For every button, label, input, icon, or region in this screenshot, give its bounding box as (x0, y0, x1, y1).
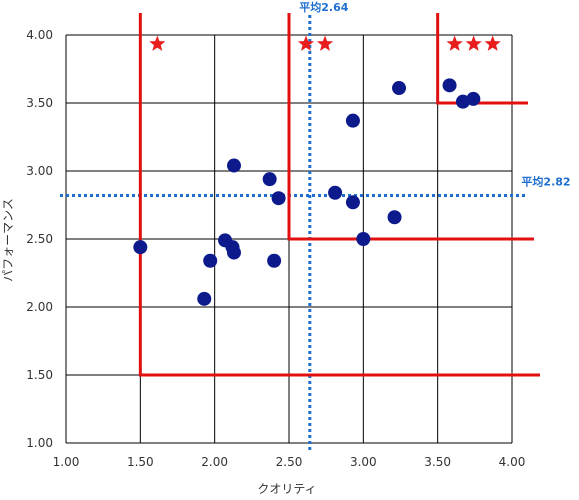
data-point (271, 191, 286, 206)
y-tick-label: 2.50 (26, 232, 53, 246)
data-point (262, 172, 277, 187)
data-point (328, 185, 343, 200)
tier-lines (138, 13, 540, 377)
x-tick-label: 2.00 (201, 455, 228, 469)
x-tick-label: 1.00 (53, 455, 80, 469)
tier-line-2-star (287, 13, 534, 241)
mean-lines (60, 15, 526, 451)
data-point (226, 158, 241, 173)
x-tick-label: 3.00 (350, 455, 377, 469)
data-point (345, 195, 360, 210)
mean-y-label: 平均2.82 (521, 174, 570, 188)
data-points (133, 78, 481, 306)
y-tick-label: 3.00 (26, 164, 53, 178)
x-axis-ticks: 1.00 1.50 2.00 2.50 3.00 3.50 4.00 (53, 455, 526, 469)
y-tick-label: 1.00 (26, 436, 53, 450)
y-axis-title: パフォーマンス (1, 198, 15, 282)
data-point (203, 253, 218, 268)
data-point (267, 253, 282, 268)
data-point (356, 232, 371, 246)
data-point (197, 291, 212, 306)
x-tick-label: 3.50 (424, 455, 451, 469)
star-icon (446, 35, 463, 51)
star-icon (484, 35, 501, 51)
x-tick-label: 4.00 (499, 455, 526, 469)
star-icon (316, 35, 334, 51)
y-tick-label: 4.00 (26, 28, 53, 42)
x-tick-label: 1.50 (127, 455, 154, 469)
y-tick-label: 2.00 (26, 300, 53, 314)
star-icon (465, 35, 482, 51)
data-point (392, 81, 407, 96)
star-icon (297, 35, 315, 51)
data-point (226, 245, 241, 260)
y-axis-ticks: 1.00 1.50 2.00 2.50 3.00 3.50 4.00 (26, 28, 53, 450)
data-point (133, 240, 148, 255)
x-tick-label: 2.50 (276, 455, 303, 469)
x-axis-title: クオリティ (257, 482, 316, 496)
y-tick-label: 1.50 (26, 368, 53, 382)
tier-line-1-star (138, 13, 540, 377)
y-tick-label: 3.50 (26, 96, 53, 110)
data-point (345, 113, 360, 128)
star-icon (149, 35, 166, 51)
mean-x-label: 平均2.64 (299, 0, 348, 14)
tier-line-3-star (436, 13, 528, 105)
data-point (442, 78, 457, 93)
tier-stars (149, 35, 501, 51)
data-point (387, 210, 402, 225)
data-point (466, 91, 481, 106)
